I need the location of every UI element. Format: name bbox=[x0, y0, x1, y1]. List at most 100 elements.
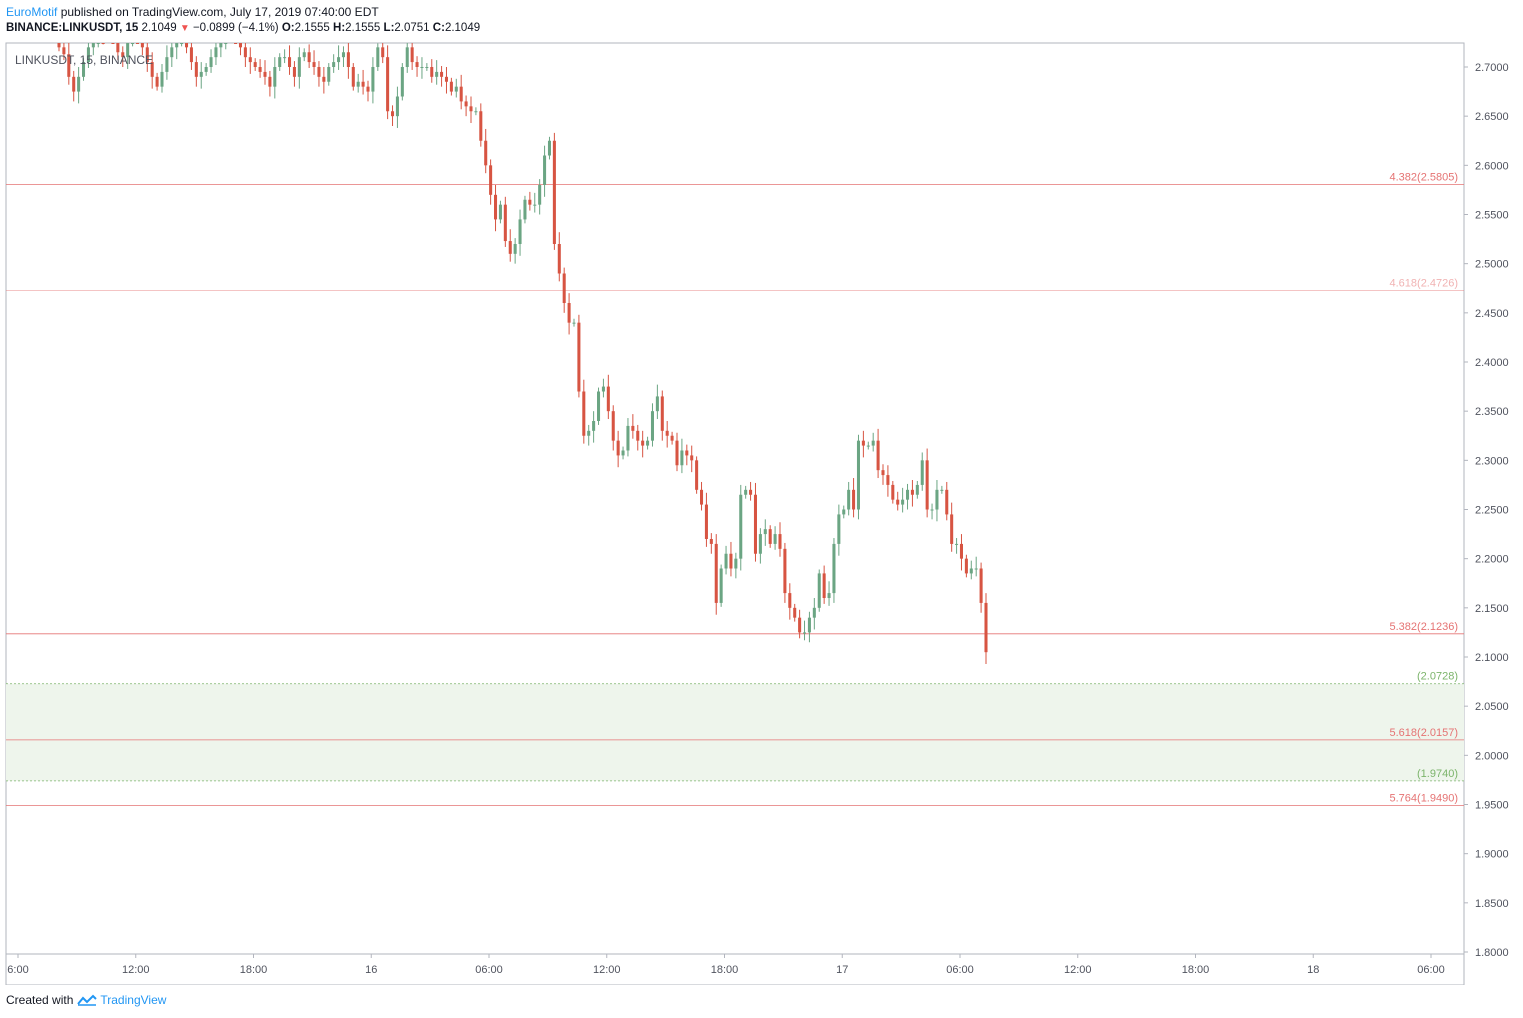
candle-up bbox=[214, 47, 218, 58]
candle-up bbox=[376, 47, 380, 67]
price-tick-label: 2.1000 bbox=[1475, 652, 1509, 664]
candle-down bbox=[155, 76, 159, 87]
candle-up bbox=[626, 425, 630, 451]
tradingview-link[interactable]: TradingView bbox=[77, 991, 166, 1009]
candle-down bbox=[577, 322, 581, 392]
candle-up bbox=[543, 155, 547, 185]
candle-up bbox=[807, 617, 811, 633]
candle-up bbox=[587, 430, 591, 436]
candle-down bbox=[194, 62, 198, 77]
price-tick-label: 2.1500 bbox=[1475, 603, 1509, 615]
candle-up bbox=[817, 573, 821, 608]
candle-up bbox=[332, 62, 336, 67]
candle-down bbox=[861, 440, 865, 446]
high-label: H: bbox=[333, 22, 346, 34]
low-value: 2.0751 bbox=[394, 22, 430, 34]
candle-down bbox=[886, 475, 890, 485]
time-tick-label: 06:00 bbox=[1417, 964, 1445, 976]
candle-up bbox=[82, 62, 86, 77]
candle-down bbox=[552, 140, 556, 244]
candle-down bbox=[852, 489, 856, 510]
candle-up bbox=[773, 534, 777, 544]
candle-down bbox=[562, 273, 566, 303]
time-tick-label: 18:00 bbox=[240, 964, 268, 976]
candle-down bbox=[606, 386, 610, 412]
candle-up bbox=[400, 67, 404, 97]
candle-up bbox=[337, 57, 341, 63]
candle-up bbox=[126, 43, 130, 58]
candle-down bbox=[322, 76, 326, 82]
fib-level-label: 5.382(2.1236) bbox=[1390, 621, 1459, 633]
candle-up bbox=[969, 568, 973, 574]
candle-down bbox=[150, 62, 154, 77]
candle-up bbox=[513, 244, 517, 254]
candle-down bbox=[140, 43, 144, 48]
time-tick-label: 16 bbox=[365, 964, 377, 976]
candle-down bbox=[444, 76, 448, 82]
candle-down bbox=[366, 86, 370, 92]
candle-up bbox=[356, 81, 360, 87]
price-tick-label: 2.4000 bbox=[1475, 357, 1509, 369]
candle-down bbox=[925, 460, 929, 510]
candle-down bbox=[351, 67, 355, 87]
candle-down bbox=[268, 76, 272, 87]
candle-down bbox=[312, 62, 316, 67]
candle-down bbox=[557, 244, 561, 274]
candle-up bbox=[650, 411, 654, 441]
candle-up bbox=[474, 111, 478, 113]
candle-down bbox=[361, 81, 365, 87]
candle-up bbox=[283, 57, 287, 59]
price-tick-label: 2.6500 bbox=[1475, 111, 1509, 123]
price-chart[interactable]: (2.0728) (1.9740) 4.382(2.5805) 4.618(2.47… bbox=[0, 0, 1523, 985]
candle-down bbox=[979, 568, 983, 603]
candle-down bbox=[145, 47, 149, 63]
published-text: published on TradingView.com, July 17, 2… bbox=[60, 5, 379, 19]
fib-level-label: 5.764(1.9490) bbox=[1390, 792, 1459, 804]
candle-up bbox=[405, 47, 409, 67]
target-zone-area bbox=[6, 683, 1464, 781]
candle-down bbox=[881, 470, 885, 476]
target-zone: (2.0728) (1.9740) bbox=[6, 671, 1464, 782]
zone-bottom-label: (1.9740) bbox=[1417, 768, 1458, 780]
fib-levels: 4.382(2.5805) 4.618(2.4726) 5.382(2.1236) 5… bbox=[6, 172, 1464, 806]
created-with-text: Created with bbox=[6, 993, 74, 1007]
candle-up bbox=[940, 489, 944, 491]
candle-up bbox=[597, 391, 601, 421]
candle-down bbox=[670, 435, 674, 441]
price-tick-label: 1.8500 bbox=[1475, 898, 1509, 910]
candle-down bbox=[243, 47, 247, 58]
price-tick-label: 2.2000 bbox=[1475, 554, 1509, 566]
candle-down bbox=[464, 101, 468, 107]
candle-up bbox=[915, 484, 919, 495]
candle-up bbox=[91, 43, 95, 48]
symbol-info: BINANCE:LINKUSDT, 15 2.1049 ▼ −0.0899 (−… bbox=[6, 20, 480, 37]
candle-up bbox=[758, 534, 762, 554]
price-tick-label: 2.6000 bbox=[1475, 160, 1509, 172]
candle-down bbox=[317, 67, 321, 77]
candle-down bbox=[386, 57, 390, 112]
candle-down bbox=[449, 81, 453, 92]
candle-down bbox=[484, 140, 488, 166]
candle-up bbox=[538, 185, 542, 205]
candle-up bbox=[601, 386, 605, 392]
candle-up bbox=[906, 489, 910, 500]
candle-up bbox=[278, 57, 282, 67]
price-tick-label: 2.0500 bbox=[1475, 701, 1509, 713]
candle-up bbox=[739, 494, 743, 559]
candle-up bbox=[901, 499, 905, 505]
candle-up bbox=[655, 396, 659, 412]
price-tick-label: 2.3000 bbox=[1475, 455, 1509, 467]
candle-up bbox=[547, 140, 551, 156]
author-link[interactable]: EuroMotif bbox=[6, 5, 58, 19]
candle-down bbox=[62, 47, 66, 55]
price-tick-label: 2.5500 bbox=[1475, 210, 1509, 222]
candle-up bbox=[719, 568, 723, 603]
candle-down bbox=[704, 504, 708, 539]
low-label: L: bbox=[383, 22, 395, 34]
price-tick-label: 2.5000 bbox=[1475, 259, 1509, 271]
candle-up bbox=[371, 67, 375, 92]
candle-down bbox=[238, 43, 242, 48]
zone-top-label: (2.0728) bbox=[1417, 671, 1458, 683]
candle-up bbox=[592, 421, 596, 431]
candle-down bbox=[508, 241, 512, 254]
